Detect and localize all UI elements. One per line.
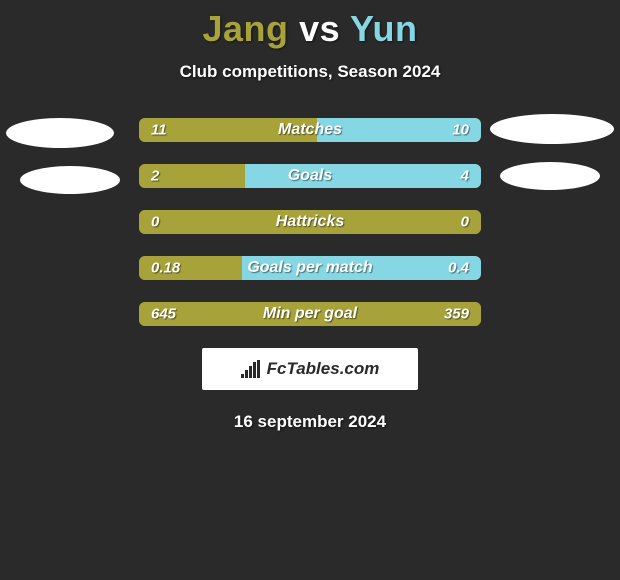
decorative-ellipse xyxy=(20,166,120,194)
bars-container: 11 10 Matches 2 4 Goals 0 0 Hattricks 0.18 0.4 Goal… xyxy=(139,118,481,326)
decorative-ellipse xyxy=(500,162,600,190)
stat-bar: 0.18 0.4 Goals per match xyxy=(139,256,481,280)
stat-bar: 645 359 Min per goal xyxy=(139,302,481,326)
stat-label: Hattricks xyxy=(276,213,344,231)
stat-label: Matches xyxy=(278,121,342,139)
bar-chart-icon xyxy=(241,360,263,378)
chart-stage: 11 10 Matches 2 4 Goals 0 0 Hattricks 0.18 0.4 Goal… xyxy=(0,118,620,326)
decorative-ellipse xyxy=(6,118,114,148)
stat-bar: 2 4 Goals xyxy=(139,164,481,188)
player1-name: Jang xyxy=(203,8,289,49)
stat-value-left: 2 xyxy=(151,168,159,185)
comparison-title: Jang vs Yun xyxy=(0,0,620,50)
stat-value-left: 11 xyxy=(151,122,167,139)
stat-value-right: 359 xyxy=(444,306,469,323)
stat-bar: 11 10 Matches xyxy=(139,118,481,142)
fctables-logo: FcTables.com xyxy=(202,348,418,390)
stat-value-right: 4 xyxy=(461,168,469,185)
stat-value-right: 0 xyxy=(461,214,469,231)
stat-label: Goals per match xyxy=(247,259,372,277)
player2-name: Yun xyxy=(350,8,418,49)
stat-value-left: 0 xyxy=(151,214,159,231)
stat-bar: 0 0 Hattricks xyxy=(139,210,481,234)
stat-label: Goals xyxy=(288,167,332,185)
decorative-ellipse xyxy=(490,114,614,144)
stat-label: Min per goal xyxy=(263,305,357,323)
bar-fill-right xyxy=(245,164,481,188)
stat-value-left: 0.18 xyxy=(151,260,180,277)
stat-value-right: 10 xyxy=(452,122,469,139)
subtitle: Club competitions, Season 2024 xyxy=(0,62,620,82)
stat-value-left: 645 xyxy=(151,306,176,323)
stat-value-right: 0.4 xyxy=(448,260,469,277)
vs-text: vs xyxy=(299,8,340,49)
logo-text: FcTables.com xyxy=(267,359,380,379)
date-text: 16 september 2024 xyxy=(0,412,620,432)
